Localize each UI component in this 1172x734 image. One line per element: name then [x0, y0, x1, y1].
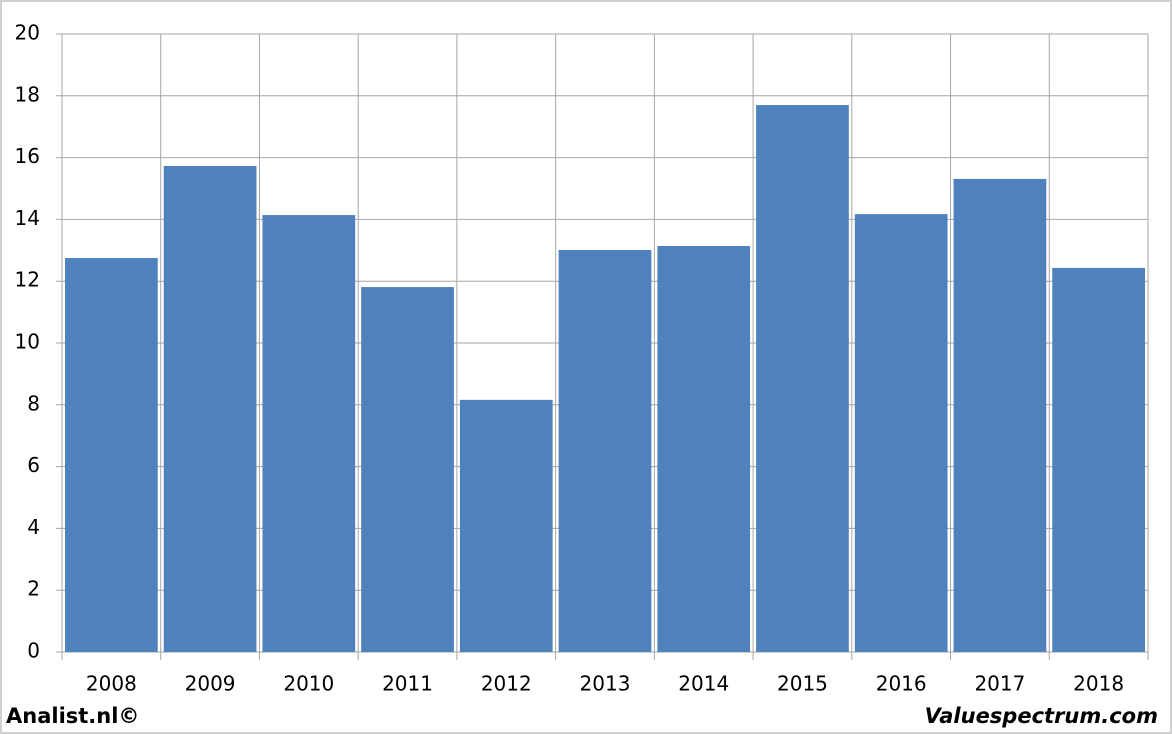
- y-tick-label: 0: [27, 639, 40, 663]
- x-tick-label: 2010: [283, 672, 334, 696]
- bar: [262, 215, 356, 652]
- y-tick-label: 6: [27, 453, 40, 477]
- y-tick-label: 12: [15, 268, 40, 292]
- x-tick-label: 2016: [876, 672, 927, 696]
- x-tick-label: 2018: [1073, 672, 1124, 696]
- x-tick-label: 2011: [382, 672, 433, 696]
- bar: [657, 245, 751, 652]
- y-tick-label: 10: [15, 330, 40, 354]
- bar: [854, 214, 948, 652]
- x-tick-label: 2017: [974, 672, 1025, 696]
- bar: [163, 165, 257, 652]
- y-tick-label: 14: [15, 206, 40, 230]
- y-tick-label: 20: [15, 21, 40, 45]
- y-tick-label: 8: [27, 391, 40, 415]
- x-tick-label: 2009: [185, 672, 236, 696]
- x-tick-label: 2012: [481, 672, 532, 696]
- y-tick-label: 2: [27, 577, 40, 601]
- bar: [558, 249, 652, 652]
- bar: [756, 105, 849, 652]
- source-right: Valuespectrum.com: [925, 704, 1158, 728]
- y-tick-label: 16: [15, 144, 40, 168]
- bar: [953, 178, 1047, 652]
- bar: [65, 258, 158, 652]
- bar: [1052, 267, 1145, 652]
- x-tick-label: 2014: [678, 672, 729, 696]
- x-tick-label: 2013: [580, 672, 631, 696]
- bar: [361, 287, 454, 652]
- y-tick-label: 4: [27, 515, 40, 539]
- y-tick-label: 18: [15, 82, 40, 106]
- source-left: Analist.nl©: [6, 704, 139, 728]
- bar: [459, 399, 553, 652]
- x-tick-label: 2015: [777, 672, 828, 696]
- x-tick-label: 2008: [86, 672, 137, 696]
